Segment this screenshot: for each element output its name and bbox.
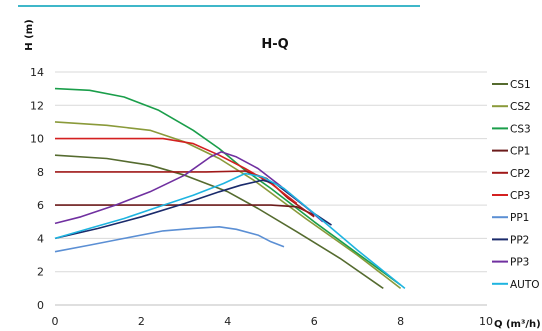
legend-label-pp2: PP2 — [510, 234, 529, 246]
series-line-cs2 — [54, 121, 402, 290]
y-tick-label: 6 — [37, 199, 44, 212]
legend-label-cs1: CS1 — [510, 79, 531, 91]
x-tick-label: 0 — [52, 315, 59, 328]
y-tick-label: 8 — [37, 166, 44, 179]
series-line-cp2 — [55, 170, 315, 218]
series-line-auto — [54, 172, 406, 290]
chart-title: H-Q — [261, 37, 288, 52]
x-tick-label: 6 — [311, 315, 318, 328]
y-tick-label: 10 — [30, 133, 44, 146]
y-tick-label: 0 — [37, 299, 44, 312]
y-tick-label: 12 — [30, 99, 44, 112]
y-tick-label: 4 — [37, 232, 44, 245]
legend-label-cp1: CP1 — [510, 146, 530, 158]
legend-label-cp2: CP2 — [510, 168, 530, 180]
x-tick-label: 2 — [138, 315, 145, 328]
x-tick-label: 4 — [224, 315, 231, 328]
legend-label-pp3: PP3 — [510, 257, 529, 269]
legend-label-cs3: CS3 — [510, 123, 531, 135]
legend-label-pp1: PP1 — [510, 212, 529, 224]
legend-label-cp3: CP3 — [510, 190, 530, 202]
x-tick-label: 8 — [397, 315, 404, 328]
x-tick-label: 10 — [479, 315, 493, 328]
tick-labels: 0 2 4 6 8 10 12 14 0 2 4 6 8 10 — [30, 66, 493, 328]
legend: CS1 CS2 CS3 CP1 CP2 CP3 PP1 PP2 PP3 AUTO — [492, 79, 540, 291]
legend-label-auto: AUTO — [510, 279, 540, 291]
series-lines — [54, 87, 406, 290]
y-tick-label: 2 — [37, 266, 44, 279]
legend-label-cs2: CS2 — [510, 101, 531, 113]
series-line-cp1 — [55, 204, 315, 216]
series-line-pp1 — [54, 226, 285, 253]
y-tick-label: 14 — [30, 66, 44, 79]
series-line-cp3 — [55, 137, 298, 205]
series-line-cs3 — [54, 87, 402, 286]
y-axis-label: H (m) — [24, 19, 35, 50]
series-line-pp2 — [54, 179, 332, 240]
series-line-cs1 — [54, 154, 384, 290]
x-axis-label: Q (m³/h) — [494, 319, 541, 330]
